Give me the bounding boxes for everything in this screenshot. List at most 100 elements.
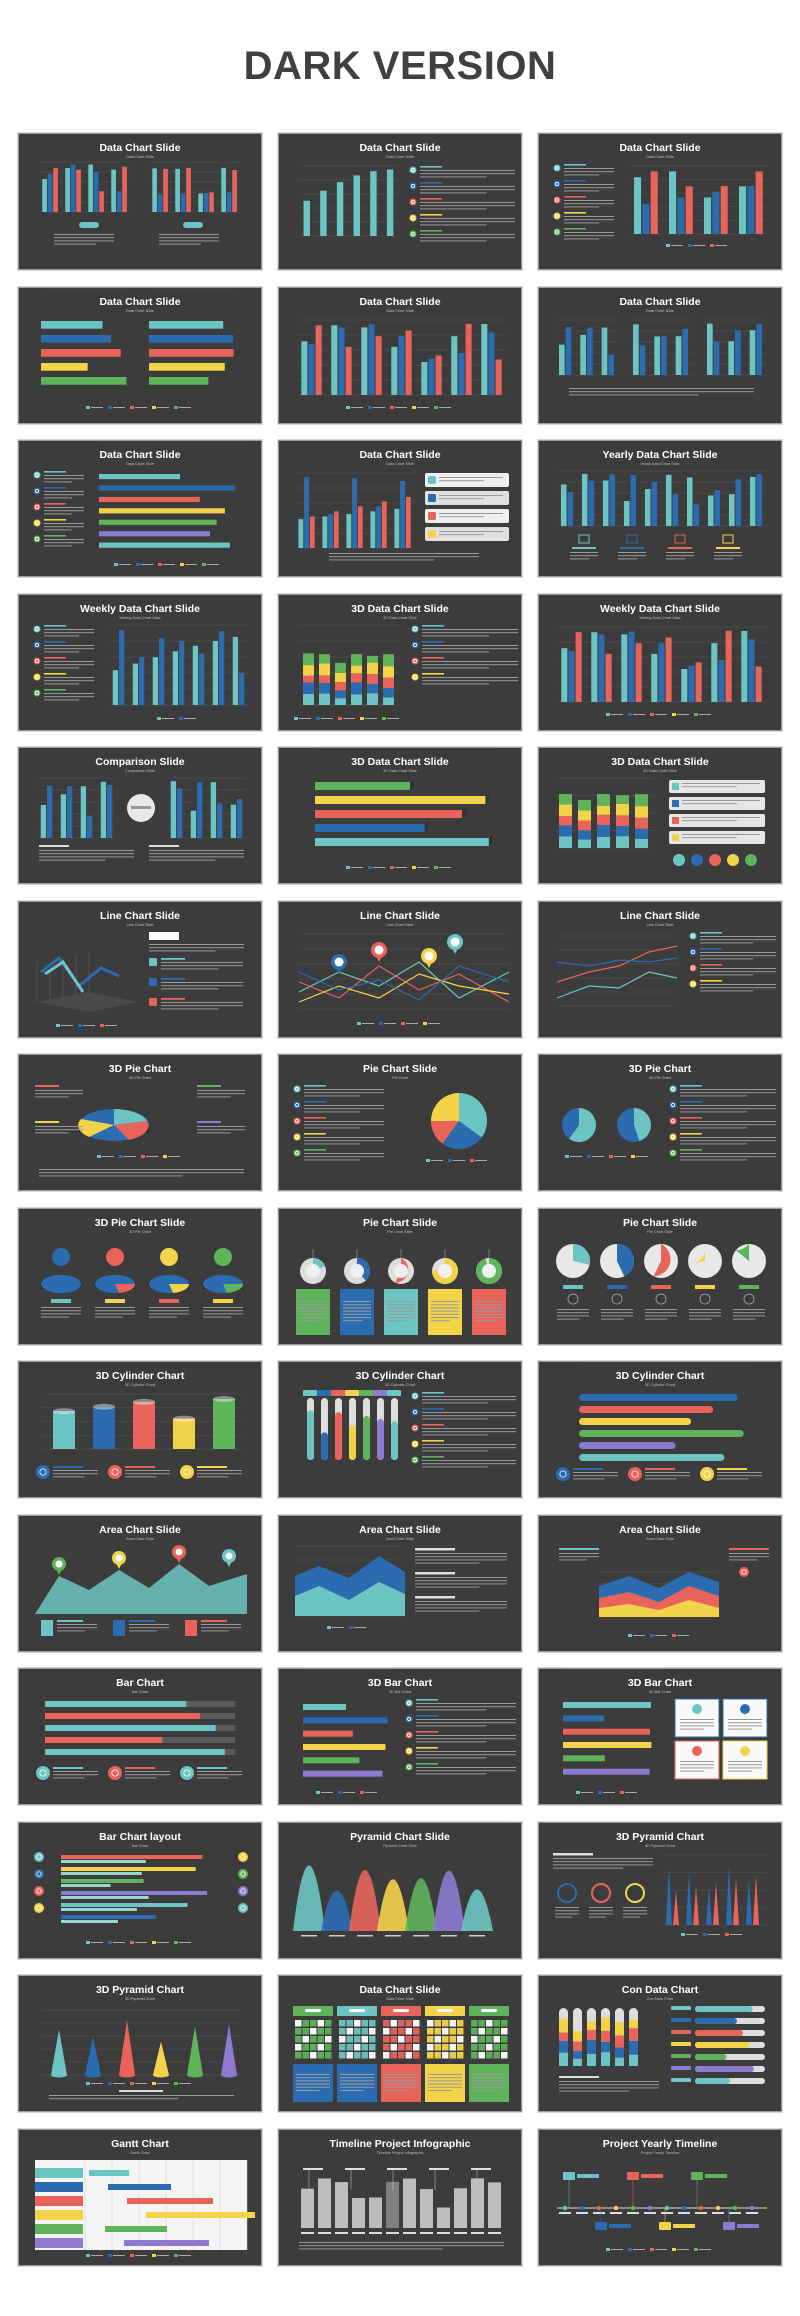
slide-chart-art [299, 2167, 504, 2249]
slide-title: Weekly Data Chart Slide [599, 602, 721, 615]
slide-chart-art [315, 748, 495, 869]
slide-thumbnail[interactable]: 3D Pie Chart 3D Pie Chart [537, 1053, 783, 1192]
slide-thumbnail[interactable]: Line Chart Slide Line Chart Slide [277, 899, 523, 1039]
slide-thumbnail[interactable]: 3D Data Chart Slide 3D Data Chart Slide [277, 746, 523, 885]
slide-title: Data Chart Slide [99, 295, 181, 308]
slide-title: Line Chart Slide [100, 909, 180, 922]
slide-thumbnail[interactable]: 3D Bar Chart 3D Bar Chart [537, 1667, 783, 1806]
slide-thumbnail[interactable]: Yearly Data Chart Slide Yearly Data Chart… [537, 439, 783, 578]
slide-chart-art [34, 1851, 248, 1944]
slide-title: Data Chart Slide [619, 142, 701, 154]
slide-thumbnail[interactable]: Line Chart Slide Line Chart Slide [17, 899, 263, 1039]
slide-thumbnail[interactable]: Comparison Slide Comparison Slide [17, 746, 263, 885]
slide-thumbnail[interactable]: Project Yearly Timeline Project Yearly Ti… [537, 2127, 783, 2267]
slide-subtitle: Data Chart Slide [646, 308, 674, 313]
slide-subtitle: 3D Pie Chart [129, 1229, 151, 1234]
slide-subtitle: Pie Chart Slide [387, 1229, 413, 1234]
slide-thumbnail[interactable]: Data Chart Slide Data Chart Slide [277, 132, 523, 271]
slide-thumbnail[interactable]: Line Chart Slide Line Chart Slide [537, 899, 783, 1039]
slide-title: Pyramid Chart Slide [350, 1830, 450, 1843]
slide-thumbnail[interactable]: Data Chart Slide Data Chart Slide [277, 439, 523, 578]
slide-thumbnail[interactable]: 3D Cylinder Chart 3D Cylinder Chart [537, 1360, 783, 1499]
slide-title: 3D Pyramid Chart [615, 1830, 705, 1843]
slide-subtitle: Area Chart Slide [126, 1536, 154, 1541]
slide-thumbnail[interactable]: Data Chart Slide Data Chart Slide [17, 132, 263, 271]
slide-chart-art [36, 1701, 242, 1780]
slide-thumbnail[interactable]: 3D Cylinder Chart 3D Cylinder Chart [17, 1360, 263, 1499]
slide-title: Line Chart Slide [360, 909, 440, 922]
slide-subtitle: Weekly Data Chart Slide [639, 615, 681, 620]
slide-thumbnail[interactable]: Data Chart Slide Data Chart Slide [17, 285, 263, 425]
slide-chart-art [35, 1085, 245, 1177]
slide-title: Data Chart Slide [359, 295, 441, 308]
slide-title: Data Chart Slide [99, 142, 181, 154]
slide-thumbnail[interactable]: Pie Chart Slide Pie Chart Slide [537, 1206, 783, 1346]
slide-chart-art [563, 1669, 768, 1794]
slide-subtitle: Data Chart Slide [386, 462, 414, 466]
slide-chart-art [41, 2009, 241, 2100]
slide-chart-art [553, 164, 769, 247]
slide-thumbnail[interactable]: Pie Chart Slide Pie Chart [277, 1053, 523, 1192]
slide-thumbnail[interactable]: Gantt Chart Gantt Chart [17, 2127, 263, 2267]
slide-thumbnail[interactable]: 3D Pie Chart 3D Pie Chart [17, 1053, 263, 1192]
slide-thumbnail[interactable]: 3D Pyramid Chart 3D Pyramid Chart [17, 1974, 263, 2113]
slide-thumbnail[interactable]: Bar Chart layout Bar Chart [17, 1820, 263, 1960]
slide-chart-art [557, 470, 767, 560]
slide-chart-art [556, 1362, 762, 1481]
slide-chart-art [35, 2159, 255, 2257]
slide-thumbnail[interactable]: Data Chart Slide Data Chart Slide [537, 285, 783, 425]
slide-subtitle: 3D Cylinder Chart [124, 1383, 156, 1387]
slide-thumbnail[interactable]: Data Chart Slide Data Chart Slide [277, 1974, 523, 2113]
slide-thumbnail[interactable]: 3D Pie Chart Slide 3D Pie Chart [17, 1206, 263, 1346]
slide-chart-art [295, 1545, 507, 1629]
slide-thumbnail[interactable]: Con Data Chart Con Data Chart [537, 1974, 783, 2113]
slide-subtitle: 3D Bar Chart [648, 1690, 672, 1694]
slide-thumbnail[interactable]: Area Chart Slide Area Chart Slide [17, 1513, 263, 1653]
slide-title: 3D Pie Chart [108, 1063, 172, 1075]
slide-subtitle: 3D Data Chart Slide [383, 615, 417, 620]
slide-thumbnail[interactable]: Timeline Project Infographic Timeline Pro… [277, 2127, 523, 2267]
slide-title: Gantt Chart [111, 2137, 169, 2150]
slide-chart-art [295, 472, 509, 561]
slide-subtitle: Data Chart Slide [386, 1997, 414, 2001]
slide-chart-art [293, 2006, 509, 2102]
slide-title: Area Chart Slide [359, 1523, 441, 1536]
slide-subtitle: Weekly Data Chart Slide [119, 615, 161, 620]
slide-chart-art [293, 1085, 487, 1162]
slide-title: 3D Data Chart Slide [611, 756, 709, 768]
slide-chart-art [41, 1247, 244, 1318]
slide-thumbnail[interactable]: Data Chart Slide Data Chart Slide [277, 285, 523, 425]
slide-title: 3D Pyramid Chart [95, 1984, 185, 1996]
slide-thumbnail[interactable]: Data Chart Slide Data Chart Slide [537, 132, 783, 271]
slide-thumbnail[interactable]: 3D Data Chart Slide 3D Data Chart Slide [277, 592, 523, 732]
slide-subtitle: Line Chart Slide [646, 922, 674, 927]
slide-thumbnail[interactable]: Data Chart Slide Data Chart Slide [17, 439, 263, 578]
slide-title: Area Chart Slide [619, 1523, 701, 1536]
slide-title: Data Chart Slide [359, 1984, 441, 1996]
slide-thumbnail[interactable]: Weekly Data Chart Slide Weekly Data Chart… [17, 592, 263, 732]
slide-subtitle: 3D Cylinder Chart [384, 1383, 416, 1387]
slide-thumbnail[interactable]: 3D Data Chart Slide 3D Data Chart Slide [537, 746, 783, 885]
slide-chart-art [296, 1248, 506, 1335]
slide-subtitle: Comparison Slide [125, 769, 155, 773]
slide-thumbnail[interactable]: Area Chart Slide Area Chart Slide [537, 1513, 783, 1653]
slide-chart-art [556, 1243, 766, 1320]
slide-chart-art [37, 777, 247, 861]
slide-thumbnail[interactable]: Bar Chart Bar Chart [17, 1667, 263, 1806]
slide-chart-art [555, 319, 767, 395]
slide-subtitle: Bar Chart [131, 1690, 149, 1694]
slide-subtitle: 3D Data Chart Slide [643, 769, 677, 773]
slide-thumbnail[interactable]: 3D Bar Chart 3D Bar Chart [277, 1667, 523, 1806]
slide-chart-art [298, 933, 510, 1025]
slide-title: 3D Bar Chart [367, 1677, 433, 1689]
slide-thumbnail[interactable]: Pie Chart Slide Pie Chart Slide [277, 1206, 523, 1346]
slide-thumbnail[interactable]: 3D Pyramid Chart 3D Pyramid Chart [537, 1820, 783, 1960]
slide-thumbnail[interactable]: Pyramid Chart Slide Pyramid Chart Slide [277, 1820, 523, 1960]
slide-subtitle: 3D Pie Chart [129, 1076, 151, 1080]
slide-thumbnail[interactable]: Weekly Data Chart Slide Weekly Data Chart… [537, 592, 783, 732]
slide-thumbnail[interactable]: 3D Cylinder Chart 3D Cylinder Chart [277, 1360, 523, 1499]
slide-chart-art [556, 931, 776, 1006]
slide-title: Data Chart Slide [359, 449, 441, 461]
slide-thumbnail[interactable]: Area Chart Slide Area Chart Slide [277, 1513, 523, 1653]
slide-title: Yearly Data Chart Slide [602, 449, 718, 461]
